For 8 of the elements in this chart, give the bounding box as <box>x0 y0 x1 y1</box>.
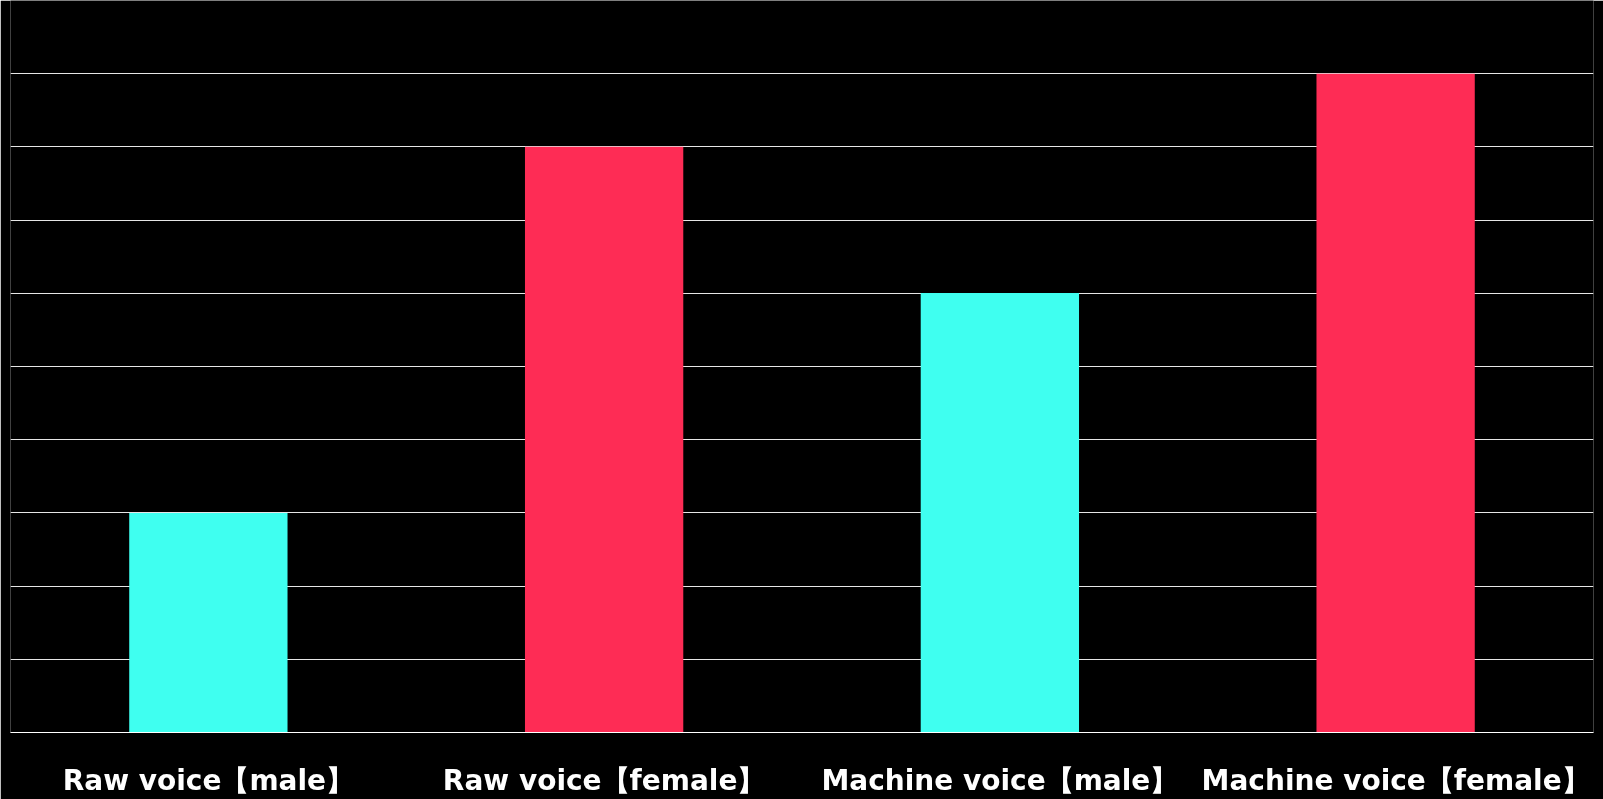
bar <box>920 293 1080 733</box>
bar <box>129 513 288 733</box>
x-tick-label: Raw voice【female】 <box>442 763 766 797</box>
bar <box>524 146 684 733</box>
bar <box>1316 73 1475 733</box>
x-tick-label: Raw voice【male】 <box>62 763 355 797</box>
x-tick-label: Machine voice【female】 <box>1201 763 1590 797</box>
x-tick-label: Machine voice【male】 <box>821 763 1179 797</box>
